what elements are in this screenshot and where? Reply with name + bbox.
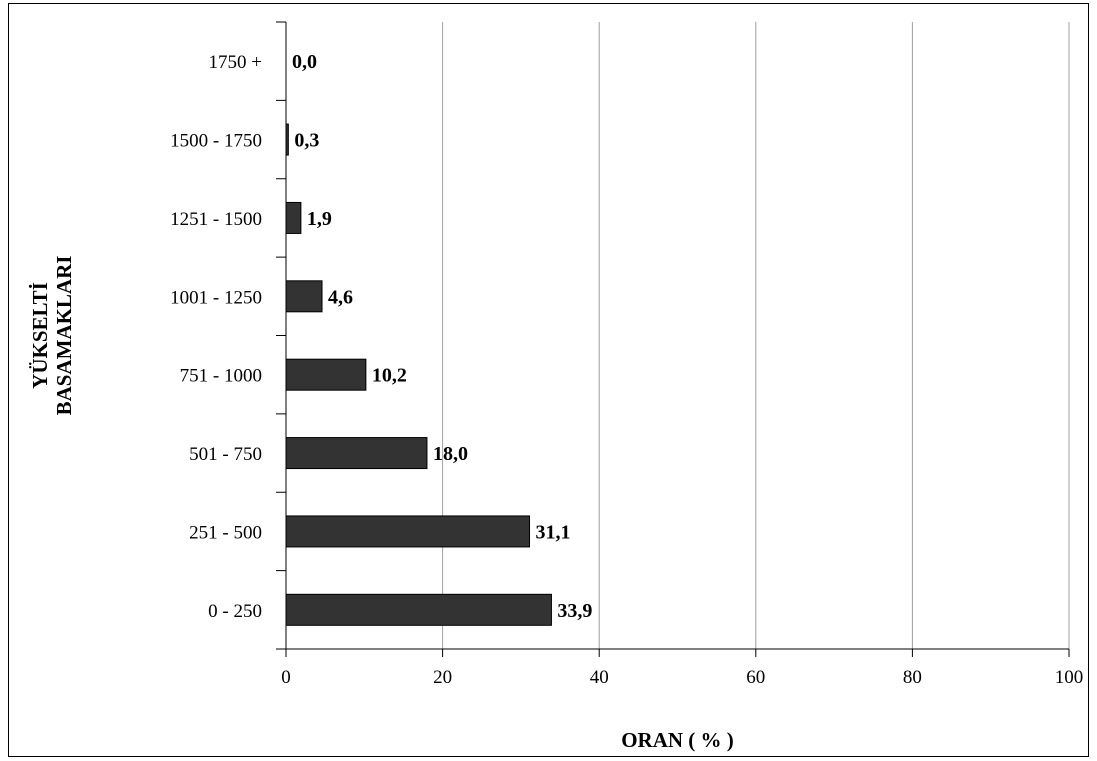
y-tick-label-2: 501 - 750	[189, 444, 262, 465]
x-tick-label-4: 80	[903, 667, 922, 688]
y-axis-title-line-2: BASAMAKLARI	[52, 256, 76, 416]
y-tick-label-5: 1251 - 1500	[170, 209, 262, 230]
y-tick-label-3: 751 - 1000	[180, 366, 262, 387]
data-label-3: 10,2	[372, 365, 407, 387]
data-label-6: 0,3	[294, 130, 319, 152]
bar-3	[285, 358, 367, 391]
y-tick-label-4: 1001 - 1250	[170, 287, 262, 308]
axes	[276, 21, 1070, 657]
data-label-1: 31,1	[536, 521, 571, 543]
y-axis-title-line-1: YÜKSELTİ	[28, 282, 52, 389]
data-label-0: 33,9	[557, 600, 592, 622]
x-tick-label-3: 60	[746, 667, 765, 688]
bar-2	[285, 437, 428, 470]
bar-4	[285, 280, 323, 313]
data-label-4: 4,6	[328, 286, 353, 308]
y-tick-label-1: 251 - 500	[189, 522, 262, 543]
bar-1	[285, 515, 531, 548]
x-tick-label-1: 20	[433, 667, 452, 688]
bars	[285, 123, 552, 626]
labels: 0 - 250 251 - 500 501 - 750 751 - 1000 1001 …	[170, 51, 1083, 688]
x-tick-label-0: 0	[281, 667, 291, 688]
bar-5	[285, 201, 302, 234]
bar-0	[285, 593, 552, 626]
x-tick-label-5: 100	[1055, 667, 1084, 688]
y-tick-label-6: 1500 - 1750	[170, 131, 262, 152]
y-tick-label-7: 1750 +	[209, 52, 262, 73]
data-label-2: 18,0	[433, 443, 468, 465]
x-tick-label-2: 40	[590, 667, 609, 688]
data-label-5: 1,9	[307, 208, 332, 230]
grid-lines	[442, 22, 1070, 649]
data-label-7: 0,0	[292, 51, 317, 73]
x-axis-title: ORAN ( % )	[621, 728, 734, 752]
y-tick-label-0: 0 - 250	[208, 601, 262, 622]
chart-frame	[8, 3, 1089, 757]
